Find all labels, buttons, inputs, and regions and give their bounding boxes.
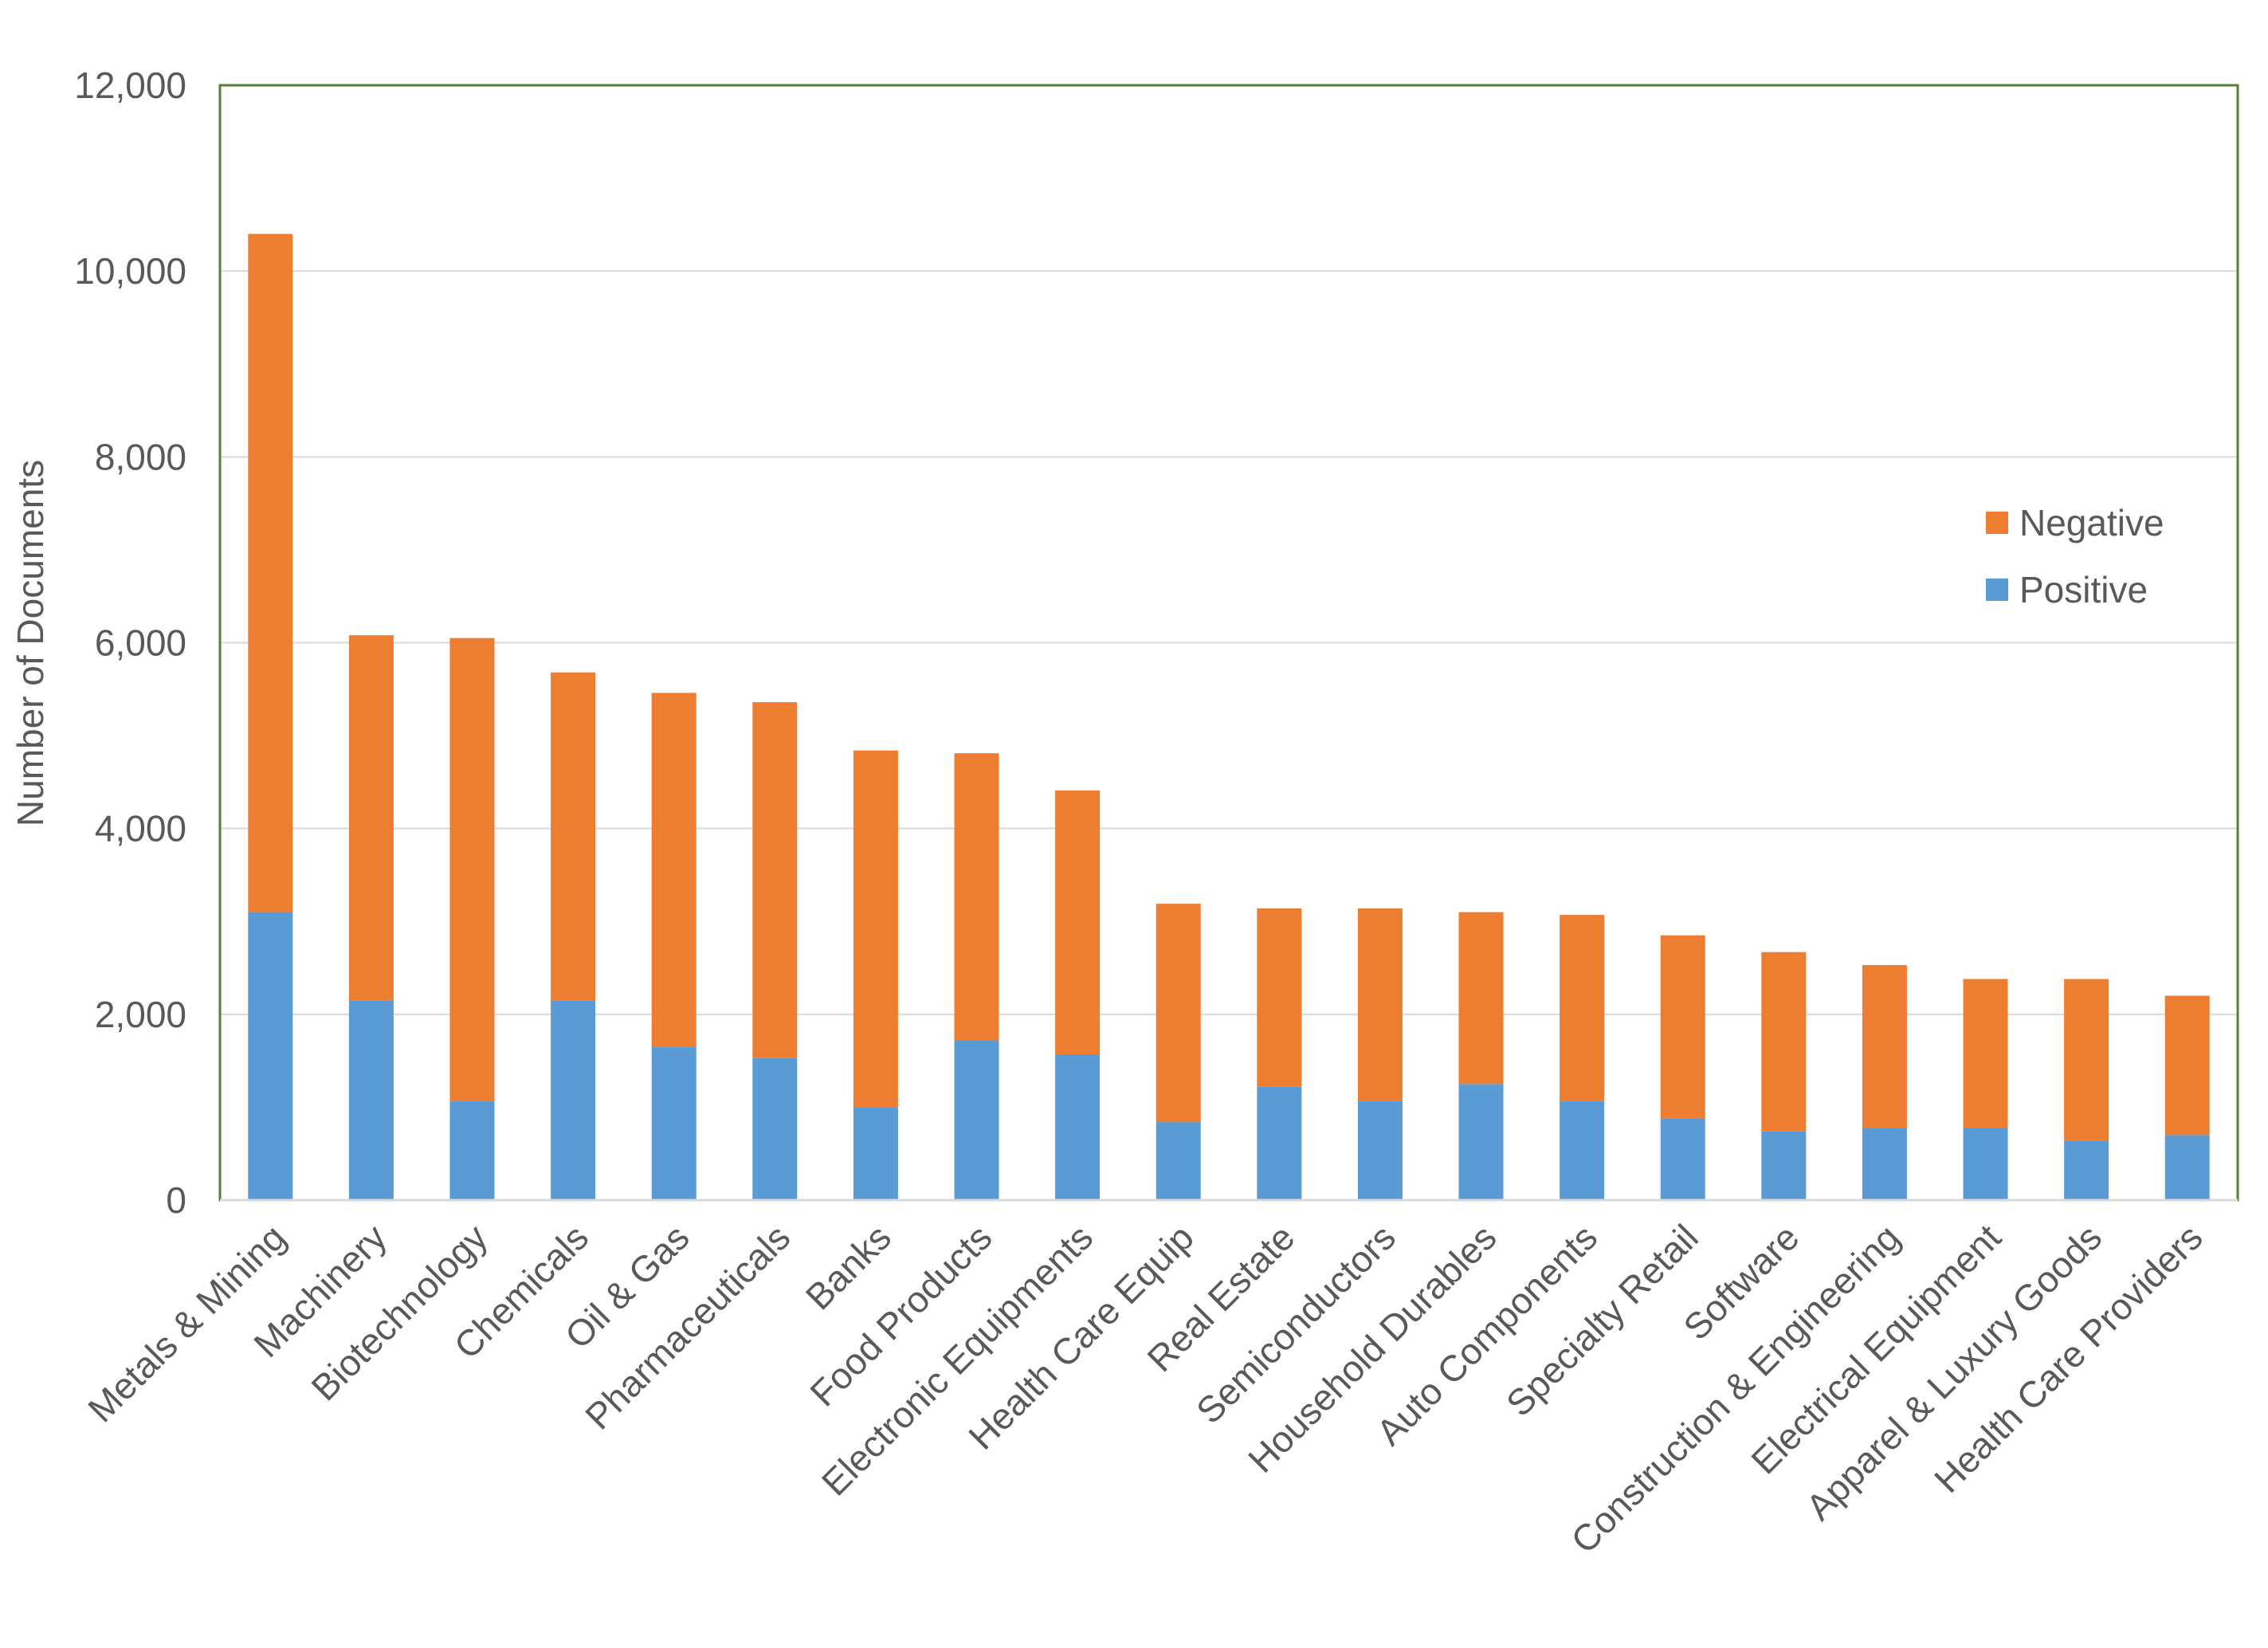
bar-positive-auto-components — [1560, 1101, 1605, 1200]
y-tick-label-12000: 12,000 — [74, 65, 186, 106]
bar-positive-household-durables — [1458, 1084, 1504, 1200]
bar-negative-pharmaceuticals — [752, 702, 798, 1058]
bar-negative-auto-components — [1560, 915, 1605, 1101]
bar-negative-semiconductors — [1357, 908, 1403, 1101]
y-tick-label-2000: 2,000 — [95, 994, 186, 1035]
bar-negative-oil-and-gas — [651, 693, 696, 1047]
y-tick-label-0: 0 — [166, 1179, 186, 1221]
bar-positive-health-care-equip — [1156, 1122, 1201, 1200]
bar-negative-construction-and-engineering — [1862, 965, 1907, 1128]
y-tick-label-10000: 10,000 — [74, 250, 186, 292]
bar-negative-specialty-retail — [1660, 935, 1705, 1119]
bar-positive-biotechnology — [449, 1101, 495, 1200]
bar-positive-specialty-retail — [1660, 1118, 1705, 1200]
y-axis-title: Number of Documents — [10, 460, 51, 826]
bar-positive-real-estate — [1257, 1086, 1302, 1200]
bar-positive-metals-and-mining — [248, 912, 293, 1200]
bar-positive-chemicals — [551, 1000, 596, 1200]
bar-positive-oil-and-gas — [651, 1046, 696, 1200]
bars — [248, 233, 2210, 1200]
bar-negative-biotechnology — [449, 638, 495, 1101]
x-axis-tick-labels: Metals & MiningMachineryBiotechnologyChe… — [80, 1216, 2211, 1561]
bar-positive-semiconductors — [1357, 1101, 1403, 1200]
bar-negative-banks — [853, 750, 898, 1108]
bar-positive-health-care-providers — [2164, 1135, 2210, 1200]
legend-swatch-positive — [1986, 579, 2008, 601]
y-tick-label-8000: 8,000 — [95, 436, 186, 477]
y-axis-tick-labels: 0 2,000 4,000 6,000 8,000 10,000 12,000 — [74, 65, 186, 1221]
bar-positive-construction-and-engineering — [1862, 1128, 1907, 1200]
bar-negative-electrical-equipment — [1963, 979, 2008, 1128]
bar-positive-electronic-equipments — [1055, 1054, 1101, 1200]
bar-positive-apparel-and-luxury-goods — [2064, 1140, 2109, 1200]
bar-negative-health-care-providers — [2164, 995, 2210, 1136]
bar-positive-pharmaceuticals — [752, 1057, 798, 1200]
bar-negative-machinery — [348, 635, 394, 1001]
bar-negative-food-products — [954, 753, 999, 1041]
legend: Negative Positive — [1986, 502, 2164, 610]
bar-negative-software — [1761, 952, 1807, 1132]
bar-positive-banks — [853, 1107, 898, 1200]
legend-label-positive: Positive — [2019, 569, 2148, 610]
bar-positive-software — [1761, 1131, 1807, 1200]
bar-negative-household-durables — [1458, 912, 1504, 1085]
bar-positive-food-products — [954, 1040, 999, 1200]
x-tick-label-biotechnology: Biotechnology — [303, 1216, 495, 1408]
y-tick-label-6000: 6,000 — [95, 622, 186, 664]
y-tick-label-4000: 4,000 — [95, 808, 186, 850]
bar-positive-electrical-equipment — [1963, 1128, 2008, 1200]
bar-negative-real-estate — [1257, 908, 1302, 1087]
bar-positive-machinery — [348, 1000, 394, 1200]
legend-swatch-negative — [1986, 512, 2008, 534]
legend-label-negative: Negative — [2019, 502, 2164, 543]
bar-negative-health-care-equip — [1156, 904, 1201, 1123]
bar-negative-metals-and-mining — [248, 233, 293, 912]
x-tick-label-food-products: Food Products — [802, 1216, 999, 1414]
bar-negative-apparel-and-luxury-goods — [2064, 979, 2109, 1141]
bar-negative-electronic-equipments — [1055, 790, 1101, 1054]
bar-negative-chemicals — [551, 672, 596, 1001]
gridlines — [220, 270, 2238, 1015]
